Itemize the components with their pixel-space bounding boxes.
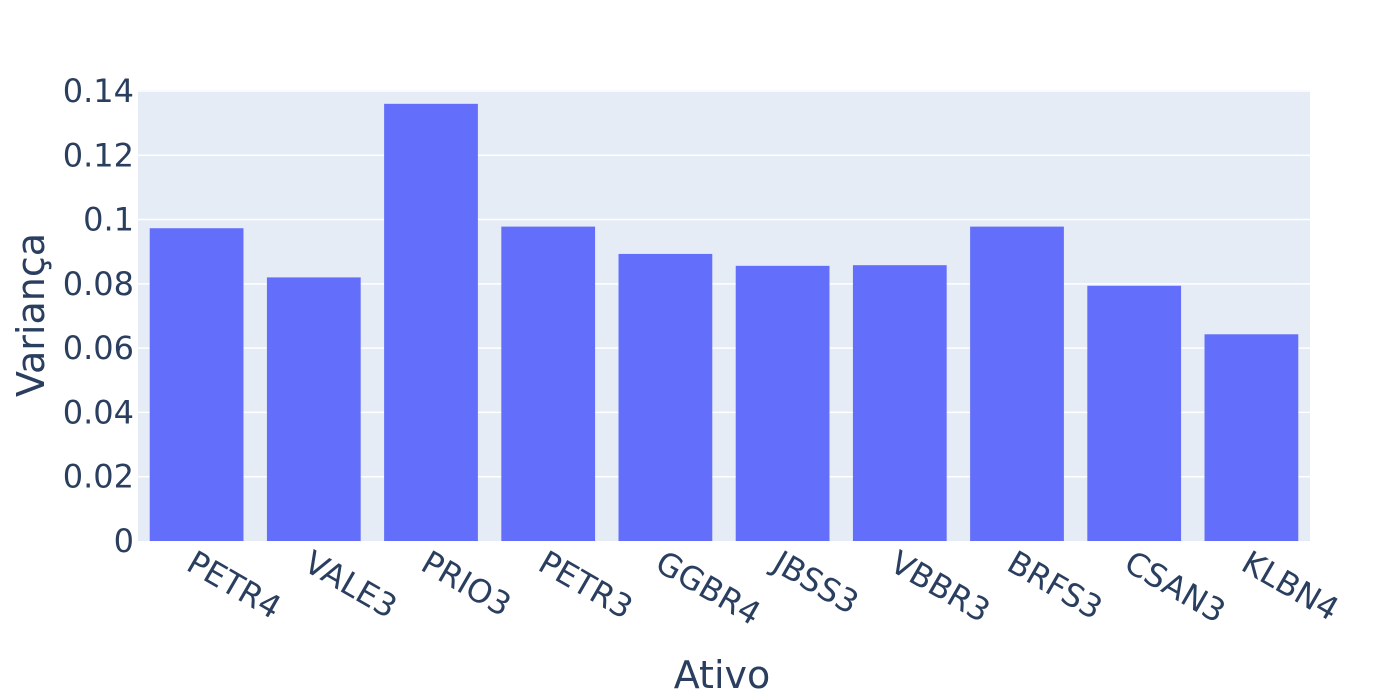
bar-vbbr3 xyxy=(852,265,947,541)
x-tick-label: VBBR3 xyxy=(884,543,997,630)
x-tick-label: VALE3 xyxy=(298,543,404,626)
bar-jbss3 xyxy=(735,265,830,541)
x-tick-label: BRFS3 xyxy=(1001,543,1109,627)
bar-petr3 xyxy=(501,226,596,541)
bar-ggbr4 xyxy=(618,253,713,541)
y-tick-label: 0 xyxy=(114,522,134,560)
y-tick-labels: 0 0.02 0.04 0.06 0.08 0.1 0.12 0.14 xyxy=(63,72,134,560)
bar-csan3 xyxy=(1087,285,1182,541)
y-tick-label: 0.04 xyxy=(63,393,134,431)
y-tick-label: 0.1 xyxy=(83,201,134,239)
bar-prio3 xyxy=(384,103,478,542)
y-tick-label: 0.08 xyxy=(63,265,134,303)
x-tick-label: JBSS3 xyxy=(765,542,865,622)
y-axis-title: Variança xyxy=(9,233,53,397)
bar-vale3 xyxy=(266,277,361,541)
bars xyxy=(149,103,1299,542)
y-tick-label: 0.14 xyxy=(63,72,134,110)
x-tick-labels: PETR4 VALE3 PRIO3 PETR3 GGBR4 JBSS3 VBBR3 BRFS3… xyxy=(181,542,1346,633)
x-axis-title: Ativo xyxy=(674,653,771,697)
x-tick-label: GGBR4 xyxy=(649,543,767,633)
x-tick-label: PETR4 xyxy=(181,543,288,627)
x-tick-label: KLBN4 xyxy=(1235,543,1345,628)
y-tick-label: 0.12 xyxy=(63,136,134,174)
y-tick-label: 0.06 xyxy=(63,329,134,367)
x-tick-label: PETR3 xyxy=(532,543,639,627)
x-tick-label: CSAN3 xyxy=(1118,543,1232,631)
x-tick-label: PRIO3 xyxy=(415,543,518,624)
bar-klbn4 xyxy=(1204,334,1299,541)
bar-petr4 xyxy=(149,228,244,542)
bar-brfs3 xyxy=(970,226,1064,541)
y-tick-label: 0.02 xyxy=(63,458,134,496)
